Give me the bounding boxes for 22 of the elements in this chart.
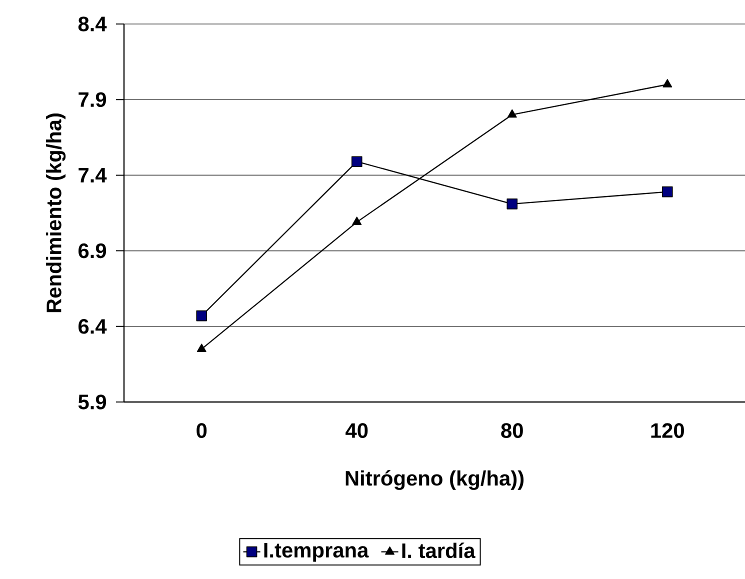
y-tick-label: 6.9 bbox=[78, 243, 106, 258]
legend-label: I. tardía bbox=[402, 542, 476, 558]
x-tick-label: 120 bbox=[651, 423, 684, 438]
y-tick-label: 6.4 bbox=[78, 318, 107, 334]
point bbox=[507, 109, 517, 118]
legend-label: I.temprana bbox=[264, 543, 369, 562]
y-axis-title: Rendimiento (kg/ha) bbox=[46, 114, 66, 312]
y-tick-label: 7.4 bbox=[78, 168, 107, 182]
point bbox=[506, 198, 518, 210]
point bbox=[351, 156, 362, 167]
x-tick-label: 80 bbox=[501, 423, 523, 438]
point bbox=[662, 186, 673, 198]
y-tick-label: 5.9 bbox=[78, 394, 106, 410]
point bbox=[662, 79, 672, 88]
x-tick-label: 40 bbox=[346, 423, 368, 438]
y-tick-label: 8.4 bbox=[78, 16, 107, 32]
x-tick-label: 0 bbox=[196, 423, 207, 438]
y-tick-label: 7.9 bbox=[78, 92, 106, 107]
point bbox=[196, 310, 208, 322]
x-axis-title: Nitrógeno (kg/ha)) bbox=[346, 470, 524, 490]
point bbox=[196, 344, 206, 352]
point bbox=[352, 216, 362, 225]
